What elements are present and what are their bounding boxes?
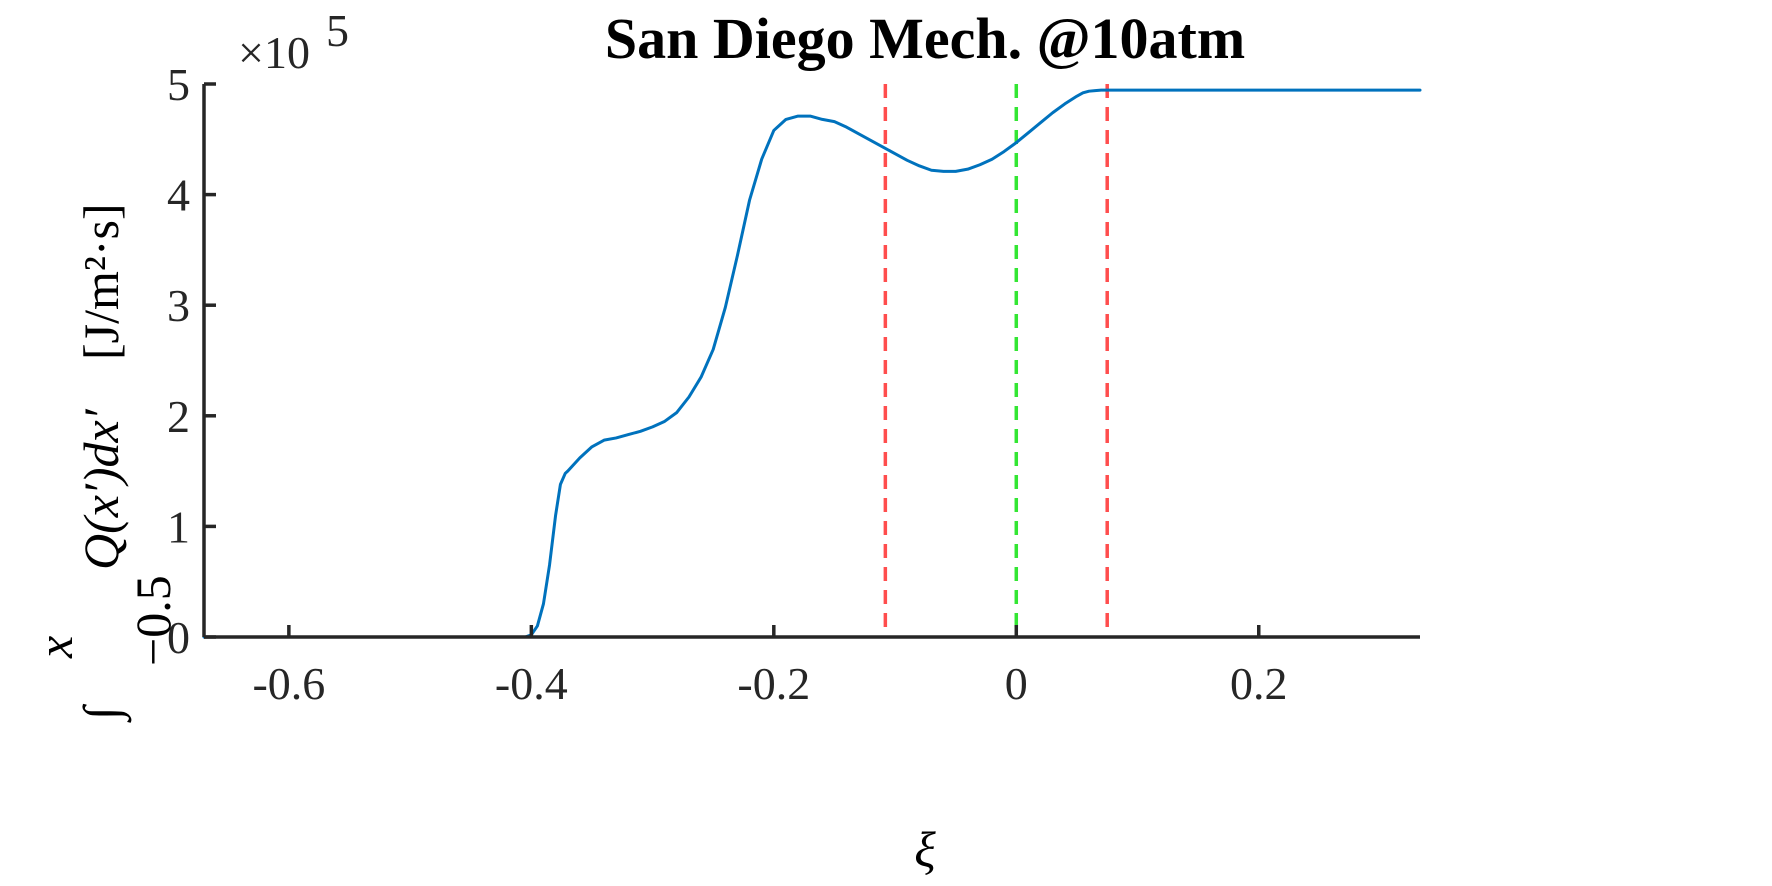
y-multiplier-exponent: 5 <box>326 5 349 56</box>
x-tick-label: -0.4 <box>495 658 568 709</box>
x-axis-label: ξ <box>914 821 936 877</box>
series-layer <box>202 88 1422 639</box>
y-multiplier: ×10 5 <box>238 5 349 78</box>
y-multiplier-base: ×10 <box>238 27 310 78</box>
y-label-integrand: Q(x′)dx′ <box>73 408 129 570</box>
y-label-integral: ∫ <box>73 703 132 723</box>
y-axis-label: ∫ x −0.5 Q(x′)dx′ [J/m²·s] <box>27 203 181 723</box>
y-label-lower-limit: −0.5 <box>125 575 181 666</box>
x-tick-label: 0 <box>1005 658 1028 709</box>
series-line-0 <box>202 88 1422 639</box>
x-tick-label: 0.2 <box>1230 658 1288 709</box>
y-tick-label: 2 <box>167 391 190 442</box>
y-tick-label: 1 <box>167 501 190 552</box>
reference-lines <box>883 84 1109 637</box>
y-label-upper-limit: x <box>27 636 83 659</box>
plot-area: -0.6 -0.4 -0.2 0 0.2 0 1 2 3 4 5 <box>167 59 1422 709</box>
y-axis-ticks: 0 1 2 3 4 5 <box>167 59 216 663</box>
y-tick-label: 0 <box>167 612 190 663</box>
y-tick-label: 5 <box>167 59 190 110</box>
y-tick-label: 3 <box>167 280 190 331</box>
y-tick-label: 4 <box>167 170 190 221</box>
x-tick-label: -0.6 <box>252 658 325 709</box>
x-axis-ticks: -0.6 -0.4 -0.2 0 0.2 <box>252 625 1288 709</box>
y-label-units: [J/m²·s] <box>73 203 129 360</box>
x-tick-label: -0.2 <box>737 658 810 709</box>
axes <box>202 84 1420 639</box>
chart-title: San Diego Mech. @10atm <box>605 6 1245 71</box>
